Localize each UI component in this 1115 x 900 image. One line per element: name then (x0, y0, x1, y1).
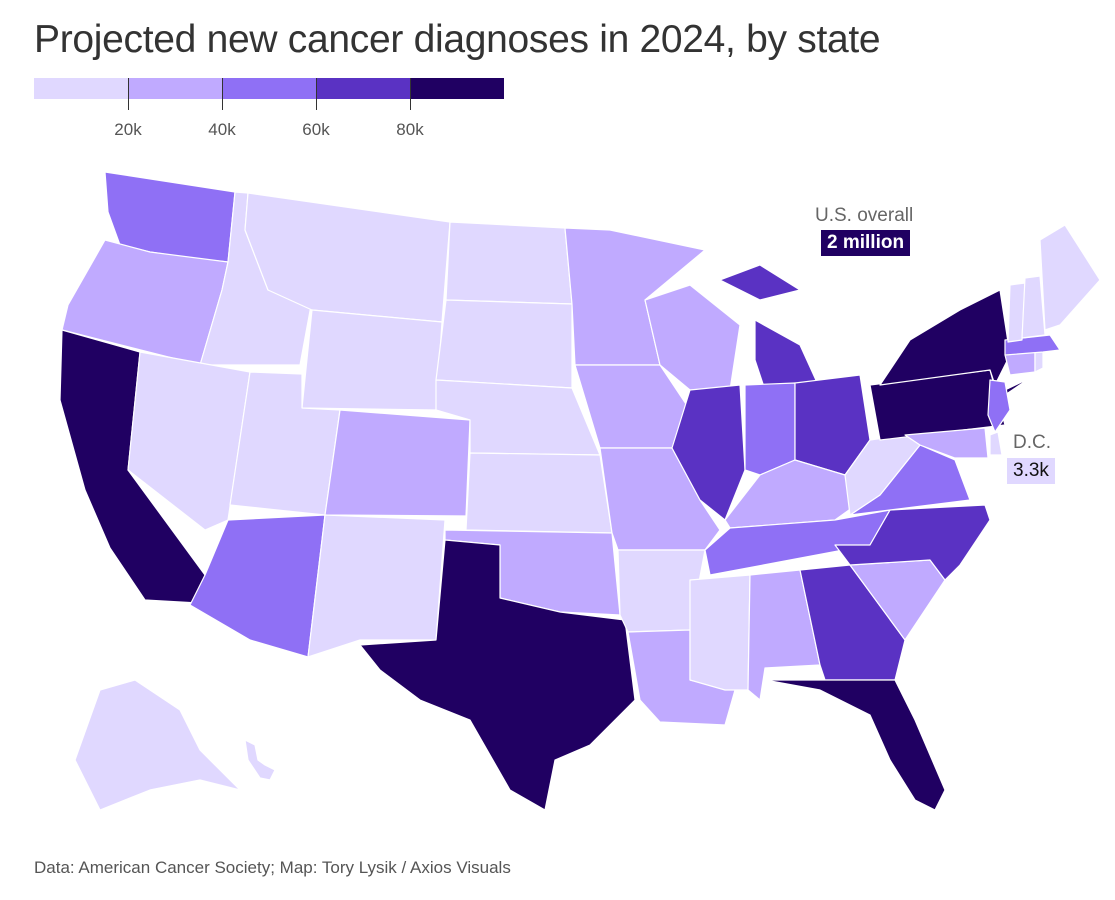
state-ct (1004, 351, 1036, 376)
us-map (59, 171, 1101, 811)
legend-swatch-1 (128, 78, 222, 99)
state-nh (1021, 275, 1046, 339)
state-ks (465, 452, 613, 534)
state-de (989, 431, 1003, 456)
us-overall-label: U.S. overall (815, 205, 914, 226)
legend-swatch-0 (34, 78, 128, 99)
legend-tick (128, 78, 129, 110)
state-nv (127, 351, 251, 531)
legend-swatch-2 (222, 78, 316, 99)
color-legend: 20k 40k 60k 80k (34, 78, 504, 139)
legend-tick-label: 40k (208, 120, 236, 139)
state-wy (301, 309, 443, 411)
legend-swatch-4 (410, 78, 504, 99)
page-title: Projected new cancer diagnoses in 2024, … (34, 18, 881, 61)
legend-tick (222, 78, 223, 110)
legend-tick-label: 20k (114, 120, 142, 139)
legend-tick (410, 78, 411, 110)
legend-tick-label: 80k (396, 120, 424, 139)
state-ri (1034, 351, 1044, 373)
state-hi (244, 739, 276, 781)
state-md (904, 427, 989, 459)
state-sd (435, 299, 573, 389)
us-overall-value: 2 million (821, 230, 911, 256)
state-ms (689, 574, 751, 691)
state-co (324, 409, 471, 517)
state-fl (764, 679, 946, 811)
state-in (744, 382, 796, 476)
legend-swatch-3 (316, 78, 410, 99)
dc-value: 3.3k (1007, 458, 1055, 484)
state-az (189, 514, 326, 658)
state-nj (987, 379, 1011, 433)
source-credit: Data: American Cancer Society; Map: Tory… (34, 858, 511, 877)
legend-tick (316, 78, 317, 110)
state-tx (359, 539, 636, 811)
legend-tick-label: 60k (302, 120, 330, 139)
state-nm (307, 514, 446, 658)
dc-label: D.C. (1013, 432, 1051, 453)
state-vt (1007, 282, 1026, 343)
state-nc (834, 504, 991, 581)
state-ak (74, 679, 241, 811)
state-me (1039, 224, 1101, 331)
state-nd (445, 221, 573, 305)
